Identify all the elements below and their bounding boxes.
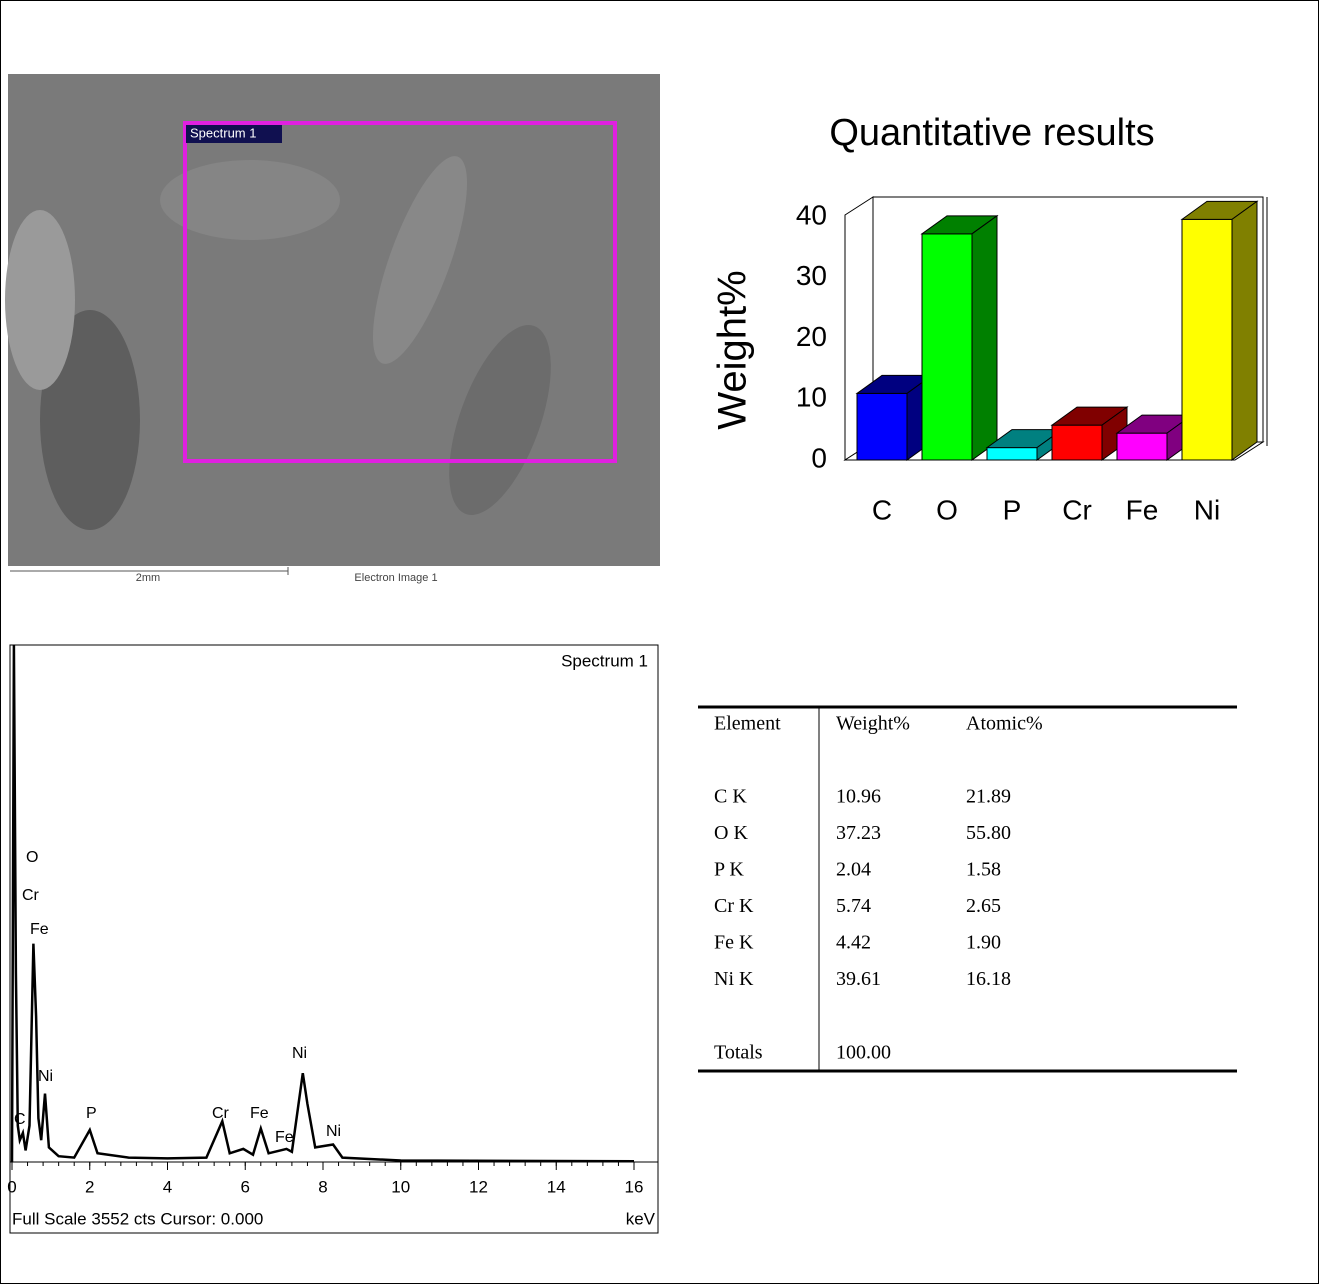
x-tick-label: P [1003,494,1022,525]
region-label: Spectrum 1 [190,125,256,140]
table-cell: 5.74 [836,895,871,917]
table-cell: O K [714,822,748,844]
bar [856,392,908,461]
peak-label: Ni [326,1123,341,1140]
table-cell: 37.23 [836,822,881,844]
texture [160,160,340,240]
x-tick-label: Cr [1062,494,1092,525]
table-cell: C K [714,786,747,808]
spectrum-box [9,644,659,1234]
table-cell: 2.65 [966,895,1001,917]
x-tick-label: 4 [163,1177,172,1196]
x-tick-label: 14 [547,1177,566,1196]
x-tick-label: 10 [391,1177,410,1196]
x-tick-label: 12 [469,1177,488,1196]
table-cell: 55.80 [966,822,1011,844]
x-tick-label: 2 [85,1177,94,1196]
bar [1181,218,1233,461]
table-cell: 2.04 [836,859,871,881]
peak-label: Fe [275,1129,294,1146]
table-cell: P K [714,859,744,881]
peak-label: O [26,849,38,866]
texture [449,325,551,515]
scale-label: 2mm [136,572,160,584]
x-tick-label: 16 [625,1177,644,1196]
y-tick-label: 40 [796,199,827,230]
table-header: Element [714,713,781,735]
x-axis-label: keV [626,1209,656,1228]
texture [372,156,468,364]
spectrum-line [10,644,635,1163]
x-tick-label: O [936,494,958,525]
table-cell: 1.90 [966,932,1001,954]
table-cell: Ni K [714,968,754,990]
peak-label: Fe [250,1105,269,1122]
x-tick-label: Fe [1126,494,1159,525]
bar-side [971,214,998,461]
x-tick-label: 8 [318,1177,327,1196]
table-header: Atomic% [966,713,1043,735]
peak-label: Ni [292,1045,307,1062]
x-tick-label: 0 [7,1177,16,1196]
image-caption: Electron Image 1 [354,572,437,584]
y-axis-label: Weight% [711,270,755,429]
texture [5,210,75,390]
table-cell: Cr K [714,895,754,917]
table-cell: 21.89 [966,786,1011,808]
spectrum-title: Spectrum 1 [561,651,648,670]
bar [1051,424,1103,461]
electron-image: Spectrum 1 2mm Electron Image 1 [5,74,660,596]
peak-label: P [86,1105,97,1122]
table-cell: 4.42 [836,932,871,954]
bar-title: Quantitative results [829,112,1154,154]
peak-label: Ni [38,1068,53,1085]
peak-label: C [14,1111,26,1128]
bar [921,233,973,461]
peak-labels: O Cr Fe Ni C P Cr Fe Fe Ni Ni [14,849,341,1146]
table-header: Weight% [836,713,910,735]
region-label-bg [186,125,282,143]
texture [40,310,140,530]
x-tick-label: 6 [241,1177,250,1196]
bar [1116,432,1168,461]
peak-label: Cr [212,1105,230,1122]
y-tick-label: 30 [796,260,827,291]
bar-side [1231,200,1258,461]
bar [986,447,1038,461]
y-tick-label: 20 [796,321,827,352]
x-tick-label: C [872,494,892,525]
peak-label: Cr [22,887,40,904]
table [698,705,1237,1073]
table-cell: 16.18 [966,968,1011,990]
table-cell: 39.61 [836,968,881,990]
y-tick-label: 10 [796,382,827,413]
spectrum-footer: Full Scale 3552 cts Cursor: 0.000 [12,1209,263,1228]
table-cell: 1.58 [966,859,1001,881]
table-total: Totals [714,1042,763,1064]
peak-label: Fe [30,921,49,938]
y-tick-label: 0 [811,442,827,473]
spectrum-region [183,121,617,463]
table-cell: 10.96 [836,786,881,808]
table-cell: Fe K [714,932,754,954]
x-tick-label: Ni [1194,494,1220,525]
table-total: 100.00 [836,1042,891,1064]
